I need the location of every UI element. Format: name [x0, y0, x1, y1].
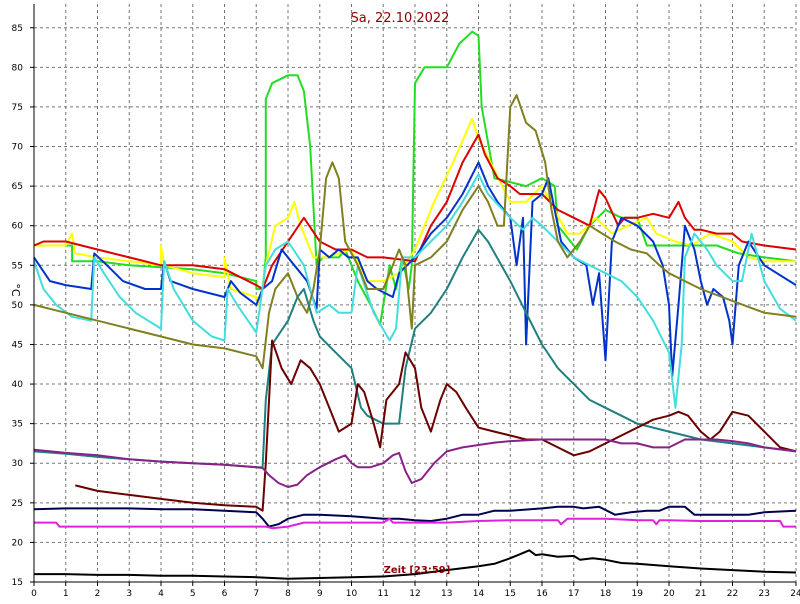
y-tick-label: 30 — [12, 459, 24, 469]
x-tick-label: 4 — [158, 589, 164, 599]
series-lines — [33, 30, 797, 580]
x-tick-label: 0 — [31, 589, 37, 599]
x-tick-label: 7 — [253, 589, 259, 599]
x-tick-label: 15 — [505, 589, 516, 599]
y-axis-label: °C — [9, 283, 22, 297]
x-tick-label: 3 — [126, 589, 132, 599]
x-tick-label: 2 — [95, 589, 101, 599]
series-line — [33, 438, 797, 488]
series-line — [34, 517, 796, 530]
y-tick-label: 70 — [12, 143, 24, 153]
y-tick-label: 45 — [12, 340, 23, 350]
y-tick-label: 35 — [12, 420, 23, 430]
x-tick-label: 1 — [63, 589, 69, 599]
y-tick-label: 50 — [12, 301, 24, 311]
series-line — [75, 339, 797, 512]
y-tick-label: 40 — [12, 380, 24, 390]
x-tick-label: 23 — [759, 589, 770, 599]
x-tick-label: 21 — [695, 589, 706, 599]
x-tick-label: 12 — [409, 589, 420, 599]
y-tick-label: 25 — [12, 499, 23, 509]
x-tick-label: 9 — [317, 589, 323, 599]
y-tick-label: 55 — [12, 261, 23, 271]
y-tick-label: 85 — [12, 24, 23, 34]
y-tick-label: 60 — [12, 222, 24, 232]
x-tick-label: 20 — [663, 589, 675, 599]
y-tick-labels: 15 20 25 30 35 40 45 50 55 60 65 70 75 80 85 — [12, 24, 34, 588]
x-tick-label: 17 — [568, 589, 579, 599]
series-line — [33, 133, 797, 290]
series-line — [33, 161, 797, 378]
y-tick-label: 65 — [12, 182, 23, 192]
series-line — [34, 549, 797, 580]
series-line — [34, 117, 796, 306]
x-tick-label: 10 — [346, 589, 358, 599]
x-tick-label: 6 — [222, 589, 228, 599]
x-tick-label: 13 — [441, 589, 452, 599]
series-line — [33, 505, 797, 528]
y-tick-label: 75 — [12, 103, 23, 113]
x-tick-label: 11 — [378, 589, 389, 599]
x-tick-label: 8 — [285, 589, 291, 599]
x-tick-label: 5 — [190, 589, 196, 599]
y-tick-label: 15 — [12, 578, 23, 588]
x-tick-label: 18 — [600, 589, 612, 599]
x-axis-label: Zeit [23:59] — [384, 565, 451, 576]
x-tick-labels: 0 1 2 3 4 5 6 7 8 9 10 11 12 13 14 15 16 17 18 19 20 21 22 23 24 — [31, 582, 800, 599]
x-tick-label: 14 — [473, 589, 485, 599]
series-line — [33, 94, 797, 370]
y-tick-label: 20 — [12, 538, 24, 548]
x-tick-label: 19 — [632, 589, 644, 599]
y-tick-label: 80 — [12, 63, 24, 73]
x-tick-label: 24 — [790, 589, 800, 599]
x-tick-label: 16 — [536, 589, 548, 599]
chart-title: Sa, 22.10.2022 — [351, 11, 450, 26]
x-tick-label: 22 — [727, 589, 738, 599]
